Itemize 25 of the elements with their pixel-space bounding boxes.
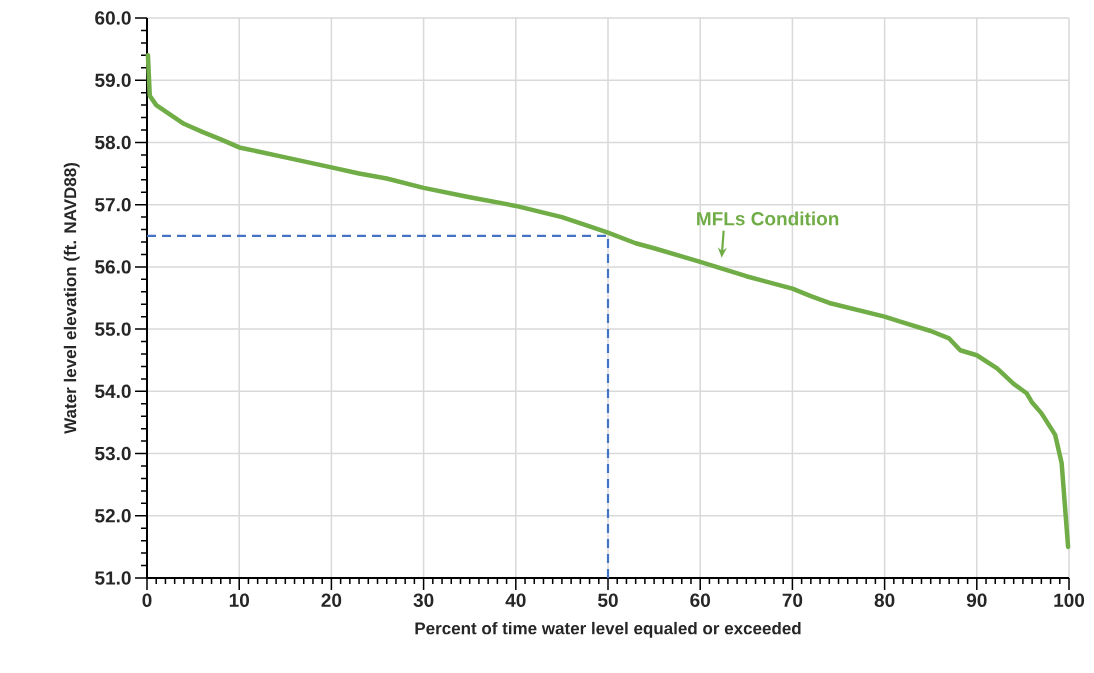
x-tick-label: 60: [690, 593, 710, 607]
x-tick-label: 100: [1054, 593, 1085, 607]
x-tick-label: 50: [598, 593, 618, 607]
y-tick-label: 53.0: [95, 446, 131, 461]
y-tick-label: 60.0: [95, 11, 131, 25]
x-tick-label: 90: [966, 593, 987, 607]
x-tick-label: 10: [229, 593, 249, 607]
y-axis-title: Water level elevation (ft. NAVD88): [63, 162, 80, 434]
y-tick-label: 58.0: [95, 135, 131, 150]
y-tick-label: 56.0: [95, 260, 131, 274]
y-tick-label: 59.0: [95, 73, 131, 87]
y-tick-label: 54.0: [95, 384, 131, 399]
x-tick-label: 30: [413, 593, 434, 608]
x-tick-label: 80: [874, 593, 895, 607]
x-tick-label: 40: [505, 593, 526, 607]
x-axis-title: Percent of time water level equaled or exceeded: [415, 621, 801, 638]
y-tick-label: 51.0: [95, 571, 131, 585]
x-tick-label: 0: [142, 593, 152, 607]
y-tick-label: 55.0: [95, 322, 131, 336]
x-tick-label: 70: [782, 593, 803, 607]
line-series: [145, 53, 1071, 550]
y-tick-label: 57.0: [95, 197, 131, 212]
y-tick-label: 52.0: [95, 509, 131, 523]
annotation: MFLs Condition: [697, 211, 839, 226]
x-tick-label: 20: [321, 593, 342, 607]
